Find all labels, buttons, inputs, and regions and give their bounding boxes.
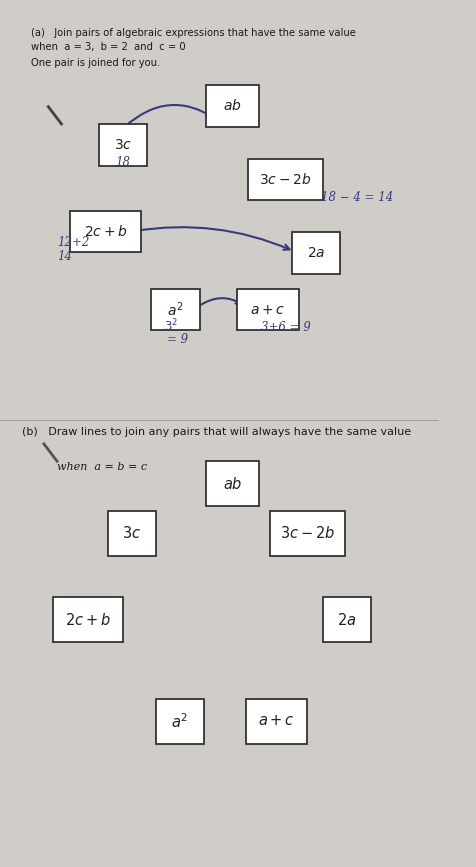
Text: 12+2: 12+2 (57, 237, 89, 249)
FancyBboxPatch shape (206, 85, 258, 127)
Text: (a)   Join pairs of algebraic expressions that have the same value: (a) Join pairs of algebraic expressions … (30, 28, 355, 38)
Text: One pair is joined for you.: One pair is joined for you. (30, 58, 159, 68)
Text: $3c-2b$: $3c-2b$ (279, 525, 334, 541)
Text: 3+6 = 9: 3+6 = 9 (261, 322, 310, 334)
Text: $3c-2b$: $3c-2b$ (258, 172, 311, 187)
Text: $2c+b$: $2c+b$ (83, 224, 127, 239)
FancyBboxPatch shape (237, 289, 298, 330)
Text: $a^2$: $a^2$ (167, 300, 183, 319)
Text: $ab$: $ab$ (223, 98, 241, 114)
FancyBboxPatch shape (70, 211, 140, 252)
Text: $a^2$: $a^2$ (171, 712, 188, 731)
Text: 14: 14 (57, 251, 72, 263)
Text: $ab$: $ab$ (222, 476, 242, 492)
FancyBboxPatch shape (206, 461, 258, 506)
FancyBboxPatch shape (99, 124, 147, 166)
Text: $a+c$: $a+c$ (250, 303, 285, 316)
Text: = 9: = 9 (167, 334, 188, 346)
Text: $3^2$: $3^2$ (164, 317, 178, 335)
FancyBboxPatch shape (52, 597, 123, 642)
Text: $3c$: $3c$ (114, 138, 132, 152)
FancyBboxPatch shape (156, 699, 204, 744)
Text: (b)   Draw lines to join any pairs that will always have the same value: (b) Draw lines to join any pairs that wi… (22, 427, 410, 438)
Text: $2c+b$: $2c+b$ (65, 612, 110, 628)
Text: when  a = b = c: when a = b = c (57, 462, 147, 473)
Text: $2a$: $2a$ (337, 612, 356, 628)
Text: 18 − 4 = 14: 18 − 4 = 14 (320, 192, 392, 204)
FancyBboxPatch shape (151, 289, 199, 330)
Text: $3c$: $3c$ (122, 525, 141, 541)
FancyBboxPatch shape (108, 511, 156, 556)
Text: $2a$: $2a$ (306, 246, 325, 260)
FancyBboxPatch shape (291, 232, 339, 274)
FancyBboxPatch shape (269, 511, 344, 556)
FancyBboxPatch shape (322, 597, 370, 642)
Text: when  a = 3,  b = 2  and  c = 0: when a = 3, b = 2 and c = 0 (30, 42, 185, 53)
Text: $a+c$: $a+c$ (258, 714, 294, 728)
FancyBboxPatch shape (248, 159, 322, 200)
FancyBboxPatch shape (245, 699, 307, 744)
Text: 18: 18 (115, 157, 130, 169)
